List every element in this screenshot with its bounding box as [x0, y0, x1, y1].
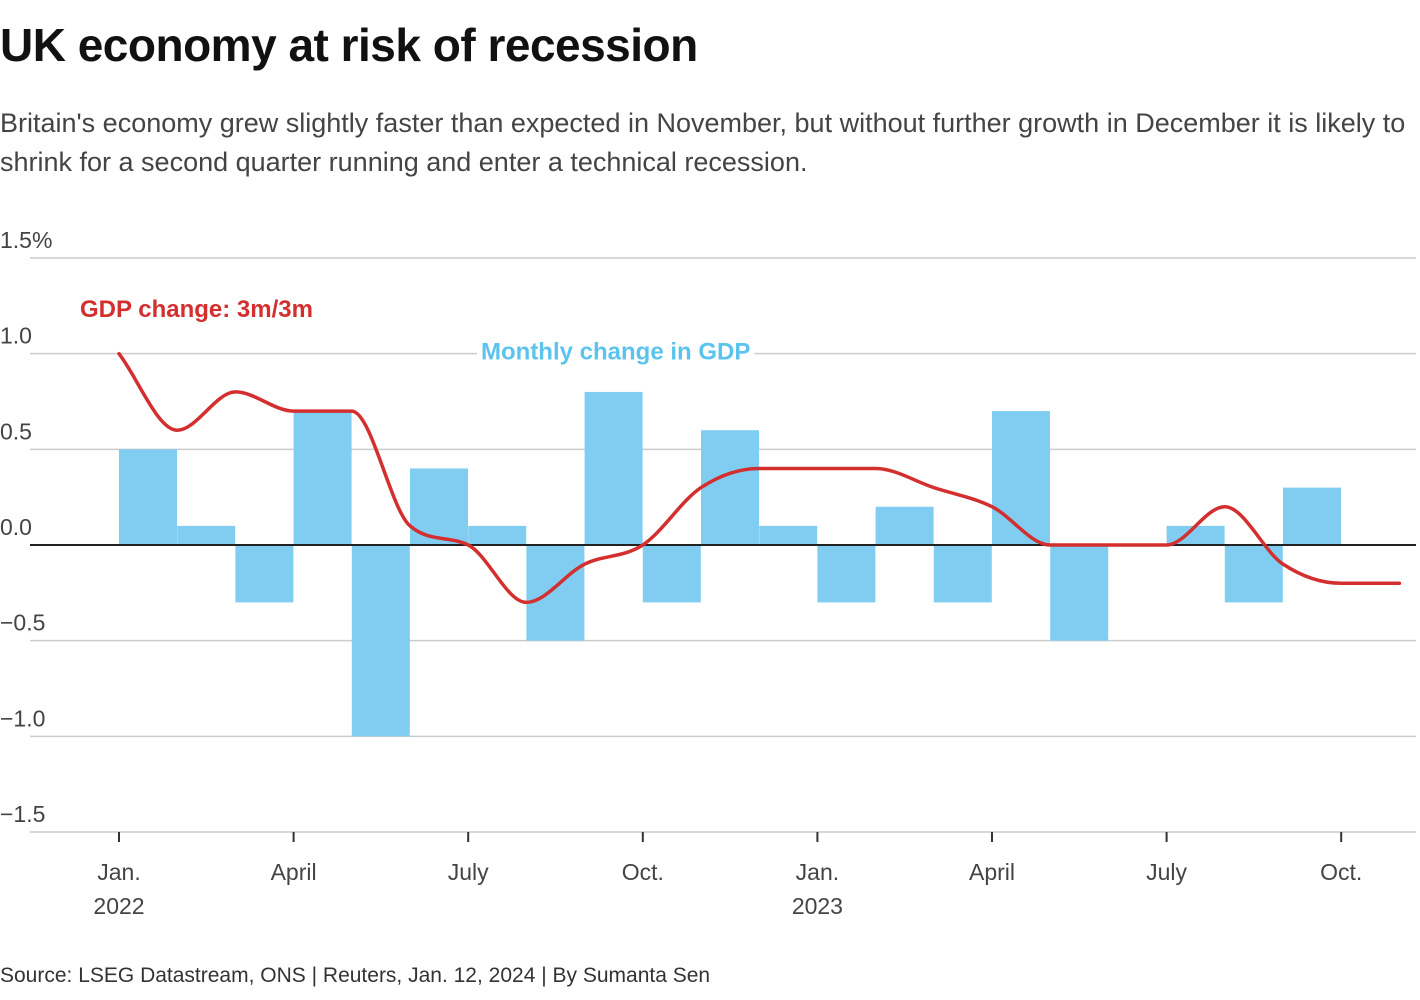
y-tick-label: 1.5% [0, 227, 52, 253]
y-tick-label: 0.5 [0, 418, 32, 444]
x-tick-label: July [448, 859, 489, 885]
bar [933, 545, 992, 603]
bar-series-label-background [477, 338, 755, 366]
x-tick-label: Oct. [622, 859, 664, 885]
chart-subtitle: Britain's economy grew slightly faster t… [0, 108, 1406, 177]
y-tick-label: −0.5 [0, 610, 45, 636]
x-tick-year-label: 2023 [792, 893, 843, 919]
bar [351, 545, 410, 737]
bar [468, 525, 527, 545]
gdp-3m3m-line [117, 351, 1402, 605]
bar [119, 449, 177, 545]
y-tick-label: 0.0 [0, 514, 32, 540]
bar-series [119, 391, 1341, 737]
bar [1283, 487, 1341, 545]
line-series-label: GDP change: 3m/3m [80, 296, 313, 323]
bar [293, 411, 352, 545]
bar [759, 525, 818, 545]
y-tick-label: −1.0 [0, 705, 45, 731]
gridlines [30, 257, 1416, 833]
bar-series-label: Monthly change in GDP [481, 339, 750, 366]
bar [992, 411, 1050, 545]
bar [235, 545, 294, 603]
bar [1050, 545, 1109, 641]
series-labels: Monthly change in GDP GDP change: 3m/3m [80, 296, 755, 366]
x-tick-label: Oct. [1320, 859, 1362, 885]
x-axis-ticks: Jan. 2022 April July Oct. Jan. 2023 April July Oc… [93, 832, 1362, 919]
y-tick-label: −1.5 [0, 801, 45, 827]
x-tick-year-label: 2022 [93, 893, 144, 919]
line-series [117, 351, 1402, 605]
x-tick-label: July [1146, 859, 1187, 885]
x-tick-label: April [969, 859, 1015, 885]
x-tick-label: Jan. [97, 859, 140, 885]
x-tick-label: April [271, 859, 317, 885]
bar [875, 506, 934, 545]
x-tick-label: Jan. [796, 859, 839, 885]
chart-title: UK economy at risk of recession [0, 19, 698, 71]
source-note: Source: LSEG Datastream, ONS | Reuters, … [0, 964, 711, 987]
y-tick-label: 1.0 [0, 323, 32, 349]
bar [526, 545, 585, 641]
bar [701, 430, 759, 545]
bar [584, 391, 643, 545]
y-axis-ticks: 1.5% 1.0 0.5 0.0 −0.5 −1.0 −1.5 [0, 227, 52, 827]
bar [177, 525, 236, 545]
bar [817, 545, 876, 603]
bar [642, 545, 701, 603]
